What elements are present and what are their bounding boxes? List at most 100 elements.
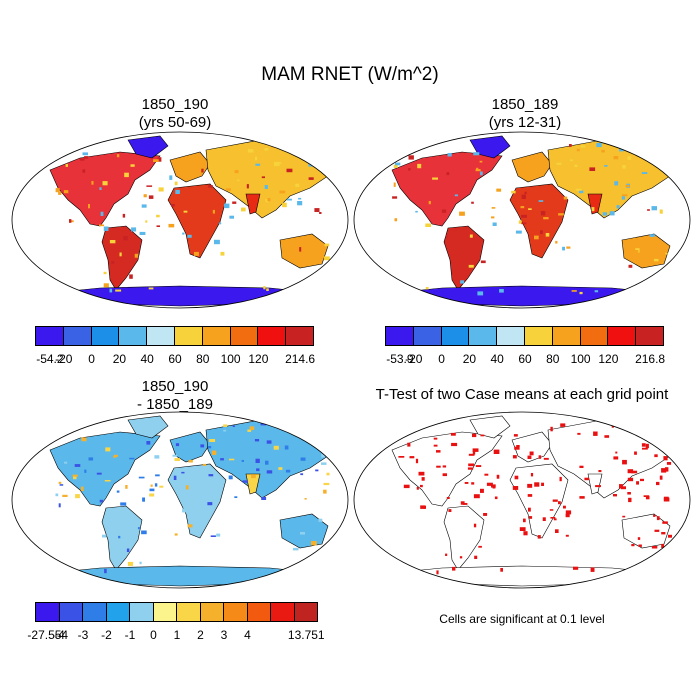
greenland-landmass bbox=[127, 135, 169, 159]
colorbar-3-swatch bbox=[176, 602, 201, 622]
grid-cell bbox=[278, 572, 285, 574]
south-america-landmass bbox=[443, 505, 485, 571]
colorbar-2-label: 40 bbox=[490, 352, 504, 366]
colorbar-2-swatches bbox=[385, 326, 664, 346]
grid-cell bbox=[473, 494, 480, 499]
grid-cell bbox=[131, 227, 137, 232]
grid-cell bbox=[436, 465, 441, 468]
grid-cell bbox=[103, 283, 109, 288]
grid-cell bbox=[472, 448, 479, 452]
grid-cell bbox=[398, 435, 403, 439]
grid-cell bbox=[398, 456, 405, 458]
grid-cell bbox=[556, 162, 562, 165]
grid-cell bbox=[254, 439, 260, 442]
grid-cell bbox=[218, 222, 222, 225]
grid-cell bbox=[314, 208, 320, 212]
colorbar-2-swatch bbox=[412, 326, 442, 346]
grid-cell bbox=[130, 164, 135, 167]
grid-cell bbox=[622, 515, 626, 518]
grid-cell bbox=[486, 482, 493, 486]
grid-cell bbox=[263, 286, 266, 290]
grid-cell bbox=[318, 518, 323, 522]
map-boundary bbox=[11, 411, 349, 589]
grid-cell bbox=[550, 426, 553, 432]
grid-cell bbox=[613, 156, 619, 160]
colorbar-3-swatch bbox=[58, 602, 83, 622]
grid-cell bbox=[420, 505, 426, 509]
colorbar-1-swatch bbox=[229, 326, 259, 346]
panel-1-title-line1: 1850_190 bbox=[141, 96, 209, 113]
grid-cell bbox=[212, 209, 215, 214]
grid-cell bbox=[514, 446, 520, 450]
grid-cell bbox=[574, 164, 578, 167]
grid-cell bbox=[266, 288, 269, 291]
grid-cell bbox=[594, 290, 599, 293]
grid-cell bbox=[58, 503, 61, 508]
grid-cell bbox=[433, 437, 438, 440]
grid-cell bbox=[104, 480, 111, 482]
grid-cell bbox=[149, 488, 155, 492]
grid-cell bbox=[601, 149, 605, 153]
grid-cell bbox=[542, 517, 546, 521]
grid-cell bbox=[326, 472, 330, 476]
grid-cell bbox=[514, 475, 519, 480]
grid-cell bbox=[84, 156, 89, 159]
grid-cell bbox=[109, 288, 113, 293]
colorbar-3-label: -1 bbox=[124, 628, 136, 642]
map-panel-3 bbox=[11, 411, 349, 589]
colorbar-3-swatch bbox=[105, 602, 130, 622]
grid-cell bbox=[80, 486, 84, 492]
grid-cell bbox=[663, 456, 668, 461]
grid-cell bbox=[515, 230, 522, 234]
grid-cell bbox=[321, 462, 327, 465]
grid-cell bbox=[665, 252, 668, 255]
grid-cell bbox=[661, 543, 665, 548]
grid-cell bbox=[433, 444, 438, 447]
grid-cell bbox=[267, 198, 271, 202]
grid-cell bbox=[571, 290, 577, 292]
grid-cell bbox=[562, 246, 565, 251]
grid-cell bbox=[636, 481, 639, 485]
grid-cell bbox=[666, 462, 672, 465]
grid-cell bbox=[425, 223, 431, 227]
grid-cell bbox=[613, 456, 619, 460]
grid-cell bbox=[663, 496, 669, 500]
grid-cell bbox=[468, 463, 475, 467]
grid-cell bbox=[625, 184, 630, 188]
grid-cell bbox=[123, 236, 128, 241]
grid-cell bbox=[513, 434, 518, 437]
grid-cell bbox=[528, 208, 532, 210]
colorbar-3-swatch bbox=[199, 602, 224, 622]
grid-cell bbox=[668, 534, 672, 538]
grid-cell bbox=[234, 496, 238, 498]
grid-cell bbox=[285, 469, 291, 473]
grid-cell bbox=[615, 451, 618, 454]
grid-cell bbox=[139, 231, 146, 235]
grid-cell bbox=[394, 218, 398, 222]
grid-cell bbox=[324, 243, 330, 247]
grid-cell bbox=[242, 480, 248, 483]
grid-cell bbox=[634, 451, 637, 455]
grid-cell bbox=[88, 457, 94, 461]
grid-cell bbox=[529, 516, 533, 519]
india-landmass bbox=[587, 473, 603, 495]
grid-cell bbox=[653, 258, 659, 262]
grid-cell bbox=[255, 156, 258, 161]
grid-cell bbox=[143, 194, 147, 198]
grid-cell bbox=[182, 508, 187, 513]
south-america-landmass bbox=[443, 225, 485, 291]
colorbar-3-label: 13.751 bbox=[287, 628, 325, 642]
grid-cell bbox=[596, 142, 602, 148]
colorbar-2-label: -20 bbox=[405, 352, 423, 366]
grid-cell bbox=[256, 468, 260, 472]
grid-cell bbox=[208, 474, 214, 477]
grid-cell bbox=[421, 477, 425, 481]
grid-cell bbox=[653, 514, 656, 517]
colorbar-1: -54.2 -20 0 20 40 60 80 100 120 214.6 bbox=[35, 326, 315, 372]
africa-landmass bbox=[167, 183, 227, 259]
grid-cell bbox=[159, 485, 164, 488]
grid-cell bbox=[636, 431, 642, 434]
grid-cell bbox=[555, 529, 559, 533]
map-panel-1 bbox=[11, 131, 349, 309]
grid-cell bbox=[127, 561, 134, 566]
